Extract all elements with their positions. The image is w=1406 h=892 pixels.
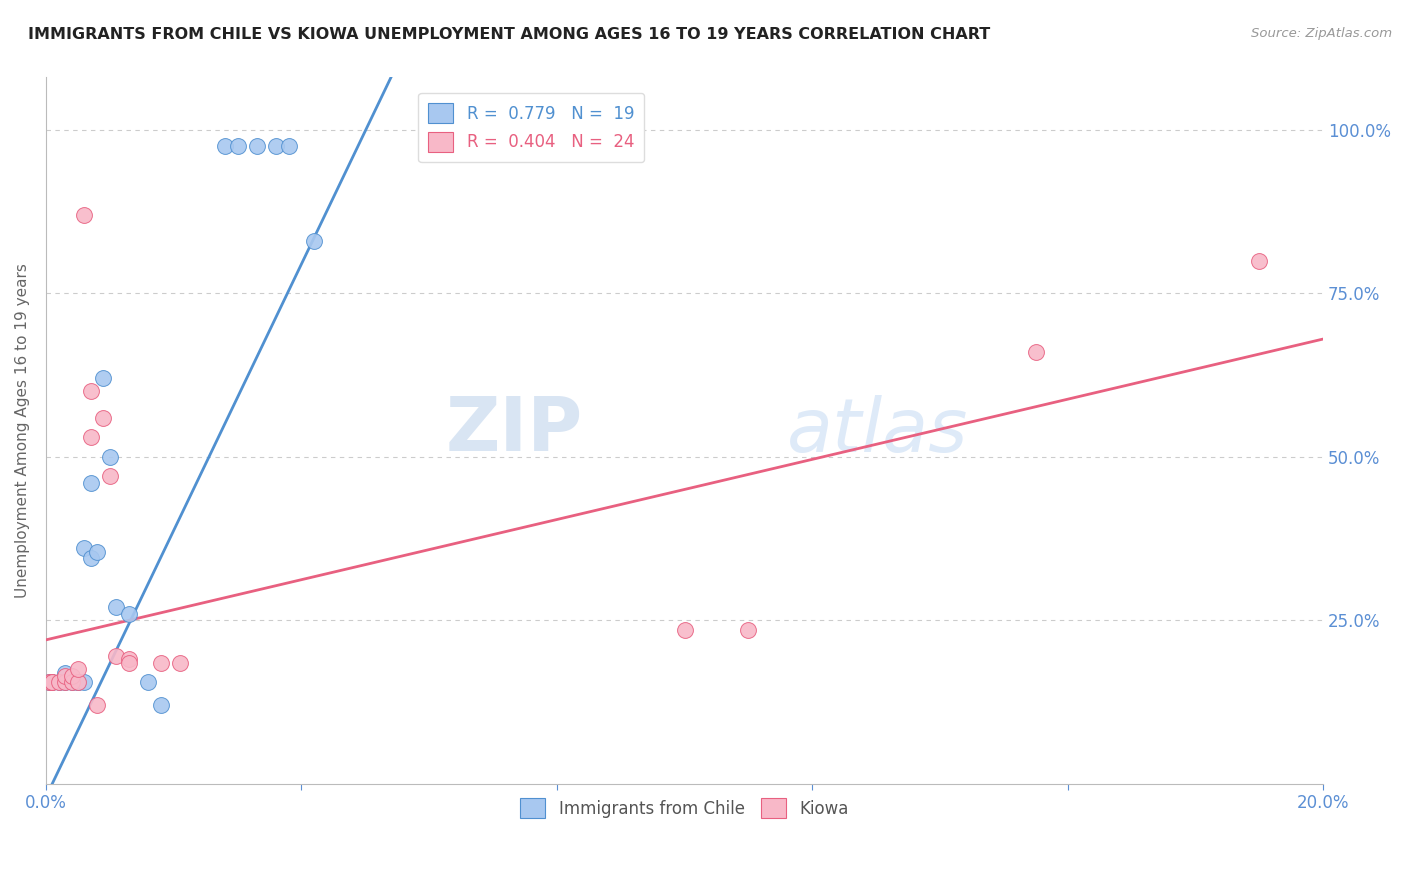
Point xyxy=(73,541,96,556)
Point xyxy=(98,450,121,464)
Point xyxy=(66,675,89,690)
Legend: Immigrants from Chile, Kiowa: Immigrants from Chile, Kiowa xyxy=(513,791,856,825)
Point xyxy=(118,652,141,666)
Point xyxy=(53,675,76,690)
Point xyxy=(86,698,108,713)
Text: Source: ZipAtlas.com: Source: ZipAtlas.com xyxy=(1251,27,1392,40)
Point xyxy=(79,430,101,444)
Point xyxy=(277,139,299,153)
Point xyxy=(264,139,287,153)
Text: atlas: atlas xyxy=(787,394,969,467)
Point xyxy=(214,139,236,153)
Point xyxy=(48,675,70,690)
Point xyxy=(38,675,60,690)
Point xyxy=(226,139,249,153)
Point xyxy=(79,384,101,399)
Point xyxy=(66,675,89,690)
Point xyxy=(136,675,159,690)
Point xyxy=(41,675,63,690)
Point xyxy=(79,551,101,566)
Point xyxy=(149,656,172,670)
Point xyxy=(73,675,96,690)
Point xyxy=(302,234,325,248)
Point xyxy=(737,623,759,637)
Point xyxy=(1249,253,1271,268)
Point xyxy=(169,656,191,670)
Point xyxy=(86,544,108,558)
Point xyxy=(1025,345,1047,359)
Point xyxy=(98,469,121,483)
Text: ZIP: ZIP xyxy=(446,394,582,467)
Point xyxy=(673,623,696,637)
Point xyxy=(66,662,89,676)
Point xyxy=(93,410,115,425)
Point xyxy=(38,675,60,690)
Point xyxy=(246,139,269,153)
Point xyxy=(48,675,70,690)
Text: IMMIGRANTS FROM CHILE VS KIOWA UNEMPLOYMENT AMONG AGES 16 TO 19 YEARS CORRELATIO: IMMIGRANTS FROM CHILE VS KIOWA UNEMPLOYM… xyxy=(28,27,990,42)
Point xyxy=(118,656,141,670)
Y-axis label: Unemployment Among Ages 16 to 19 years: Unemployment Among Ages 16 to 19 years xyxy=(15,263,30,598)
Point xyxy=(66,675,89,690)
Point xyxy=(118,607,141,621)
Point xyxy=(53,665,76,680)
Point xyxy=(60,669,83,683)
Point xyxy=(53,675,76,690)
Point xyxy=(41,675,63,690)
Point xyxy=(73,208,96,222)
Point xyxy=(105,600,128,615)
Point xyxy=(41,675,63,690)
Point xyxy=(60,675,83,690)
Point xyxy=(53,669,76,683)
Point xyxy=(79,475,101,490)
Point xyxy=(149,698,172,713)
Point xyxy=(60,675,83,690)
Point xyxy=(93,371,115,385)
Point xyxy=(105,649,128,664)
